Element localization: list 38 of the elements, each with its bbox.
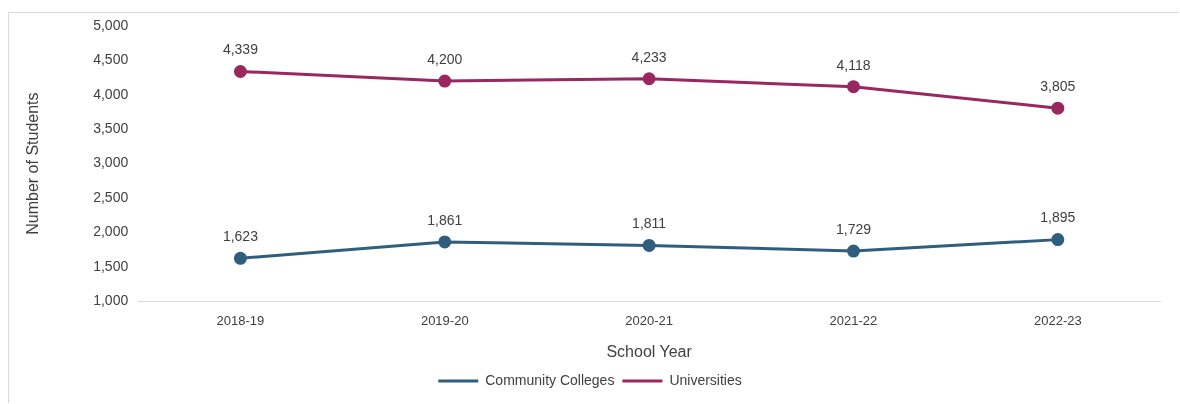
- y-tick-label: 4,500: [93, 51, 129, 68]
- y-axis-title: Number of Students: [24, 92, 42, 235]
- data-label: 3,805: [1040, 78, 1076, 95]
- x-tick-label: 2019-20: [420, 312, 469, 328]
- x-tick-label: 2018-19: [216, 312, 265, 328]
- y-tick-label: 3,500: [93, 120, 129, 137]
- data-label: 4,118: [836, 56, 871, 73]
- x-axis-title: School Year: [606, 342, 693, 360]
- x-tick-label: 2020-21: [625, 312, 673, 328]
- point: [438, 74, 452, 88]
- data-label: 4,200: [427, 50, 463, 67]
- point: [233, 251, 247, 265]
- point: [1051, 233, 1065, 247]
- data-label: 1,729: [835, 220, 872, 237]
- x-tick-label: 2022-23: [1033, 312, 1082, 328]
- y-tick-label: 4,000: [93, 85, 129, 102]
- y-tick-label: 3,000: [93, 154, 129, 171]
- y-tick-label: 5,000: [93, 16, 129, 33]
- legend-label: Community Colleges: [485, 371, 615, 388]
- point: [642, 72, 656, 86]
- point: [1051, 101, 1065, 115]
- y-tick-label: 2,000: [93, 223, 129, 240]
- y-tick-label: 1,000: [93, 292, 129, 309]
- data-label: 1,861: [427, 211, 463, 228]
- data-label: 4,339: [222, 41, 259, 58]
- point: [846, 80, 860, 94]
- point: [233, 64, 247, 78]
- data-label: 1,895: [1040, 209, 1076, 226]
- data-label: 4,233: [631, 48, 667, 65]
- y-tick-label: 2,500: [93, 188, 129, 205]
- x-tick-label: 2021-22: [829, 312, 878, 328]
- point: [846, 244, 860, 258]
- point: [642, 238, 656, 252]
- point: [438, 235, 452, 249]
- data-label: 1,623: [222, 228, 259, 245]
- data-label: 1,811: [632, 215, 667, 232]
- y-tick-label: 1,500: [93, 257, 129, 274]
- legend-label: Universities: [669, 371, 742, 388]
